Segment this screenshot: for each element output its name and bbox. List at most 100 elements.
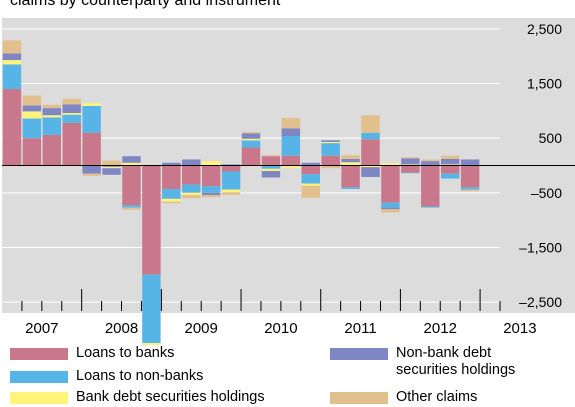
- bar-segment: [82, 105, 101, 133]
- bar-segment: [102, 166, 121, 168]
- bar-segment: [122, 165, 141, 206]
- bar-segment: [241, 138, 261, 141]
- bar-segment: [22, 111, 42, 119]
- bar-segment: [401, 172, 420, 174]
- legend-label: Loans to non-banks: [76, 368, 204, 384]
- legend-label: Other claims: [396, 389, 478, 405]
- bar-segment: [162, 162, 181, 166]
- axis: [2, 165, 575, 311]
- bar-segment: [361, 115, 380, 133]
- legend-item-loans-to-banks: Loans to banks: [10, 345, 174, 362]
- y-tick-label: 1,500: [527, 76, 562, 92]
- y-tick-label: 2,500: [527, 21, 562, 37]
- bar-segment: [221, 165, 241, 172]
- bar-segment: [142, 343, 161, 345]
- bar-segment: [381, 165, 400, 203]
- bar-segment: [440, 164, 460, 166]
- x-tick-label: 2008: [105, 320, 138, 337]
- bar-segment: [201, 186, 221, 193]
- chart-title: claims by counterparty and instrument: [10, 0, 281, 9]
- bar-segment: [42, 117, 62, 135]
- legend-label: Non-bank debt: [396, 345, 492, 361]
- bar-segment: [321, 140, 340, 143]
- bar-segment: [122, 156, 141, 163]
- bar-segment: [201, 161, 221, 166]
- stacked-bar-chart: 2,500 1,500 500 –500 –1,500 –2,500 2007 2008 200…: [2, 18, 575, 345]
- bar-segment: [440, 155, 460, 159]
- bar-segment: [241, 132, 261, 134]
- bar-segment: [122, 207, 141, 210]
- bar-segment: [82, 173, 101, 176]
- legend-swatch: [10, 371, 68, 383]
- bars: [2, 40, 480, 345]
- bar-segment: [281, 165, 301, 168]
- bar-segment: [82, 103, 101, 106]
- bar-segment: [281, 155, 301, 166]
- bar-segment: [301, 183, 320, 186]
- bar-segment: [162, 188, 181, 199]
- bar-segment: [421, 159, 440, 162]
- bar-segment: [381, 163, 400, 166]
- bar-segment: [221, 164, 241, 166]
- bar-segment: [162, 165, 181, 189]
- bar-segment: [261, 168, 281, 171]
- x-tick-label: 2010: [264, 320, 297, 337]
- bar-segment: [401, 158, 420, 165]
- legend-item-non-bank-debt-securities-holdings: Non-bank debt securities holdings: [330, 345, 515, 379]
- bar-segment: [182, 184, 201, 193]
- legend-swatch: [330, 348, 388, 360]
- bar-segment: [102, 168, 121, 175]
- bar-segment: [82, 132, 101, 166]
- bar-segment: [201, 192, 221, 195]
- legend-label: Bank debt securities holdings: [76, 389, 265, 405]
- bar-segment: [182, 159, 201, 166]
- bar-segment: [241, 133, 261, 139]
- bar-segment: [42, 115, 62, 118]
- y-tick-label: –2,500: [519, 294, 562, 310]
- bar-segment: [421, 161, 440, 165]
- bar-segment: [102, 160, 121, 166]
- x-tick-label: 2012: [424, 320, 457, 337]
- bar-segment: [261, 156, 281, 166]
- bar-segment: [301, 174, 320, 184]
- bar-segment: [261, 155, 281, 157]
- bar-segment: [440, 173, 460, 179]
- bar-segment: [361, 132, 380, 140]
- y-tick-label: –1,500: [519, 239, 562, 255]
- bar-segment: [82, 165, 101, 174]
- bar-segment: [2, 53, 22, 61]
- x-tick-label: 2007: [25, 320, 58, 337]
- bar-segment: [440, 165, 460, 174]
- bar-segment: [22, 105, 42, 112]
- bar-segment: [321, 155, 340, 166]
- bar-segment: [321, 143, 340, 156]
- x-tick-label: 2011: [344, 320, 376, 337]
- legend-swatch: [10, 392, 68, 404]
- bar-segment: [221, 171, 241, 190]
- legend-item-loans-to-non-banks: Loans to non-banks: [10, 368, 203, 385]
- bar-segment: [2, 89, 22, 166]
- bar-segment: [321, 142, 340, 144]
- bar-segment: [182, 195, 201, 199]
- bar-segment: [381, 209, 400, 213]
- bar-segment: [361, 167, 380, 177]
- bar-segment: [201, 195, 221, 198]
- bar-segment: [102, 167, 121, 169]
- bar-segment: [2, 64, 22, 90]
- legend-swatch: [330, 392, 388, 404]
- bar-segment: [122, 205, 141, 208]
- bar-segment: [341, 165, 360, 188]
- bar-segment: [2, 40, 22, 54]
- bar-segment: [221, 192, 241, 195]
- bar-segment: [460, 189, 480, 192]
- bar-segment: [2, 60, 22, 65]
- legend-item-other-claims: Other claims: [330, 389, 477, 406]
- y-tick-label: –500: [531, 185, 562, 201]
- bar-segment: [341, 158, 360, 163]
- bar-segment: [162, 201, 181, 204]
- bar-segment: [301, 165, 320, 175]
- legend-label-line2: securities holdings: [396, 362, 516, 378]
- bar-segment: [122, 162, 141, 166]
- bar-segment: [421, 206, 440, 208]
- bar-segment: [401, 157, 420, 159]
